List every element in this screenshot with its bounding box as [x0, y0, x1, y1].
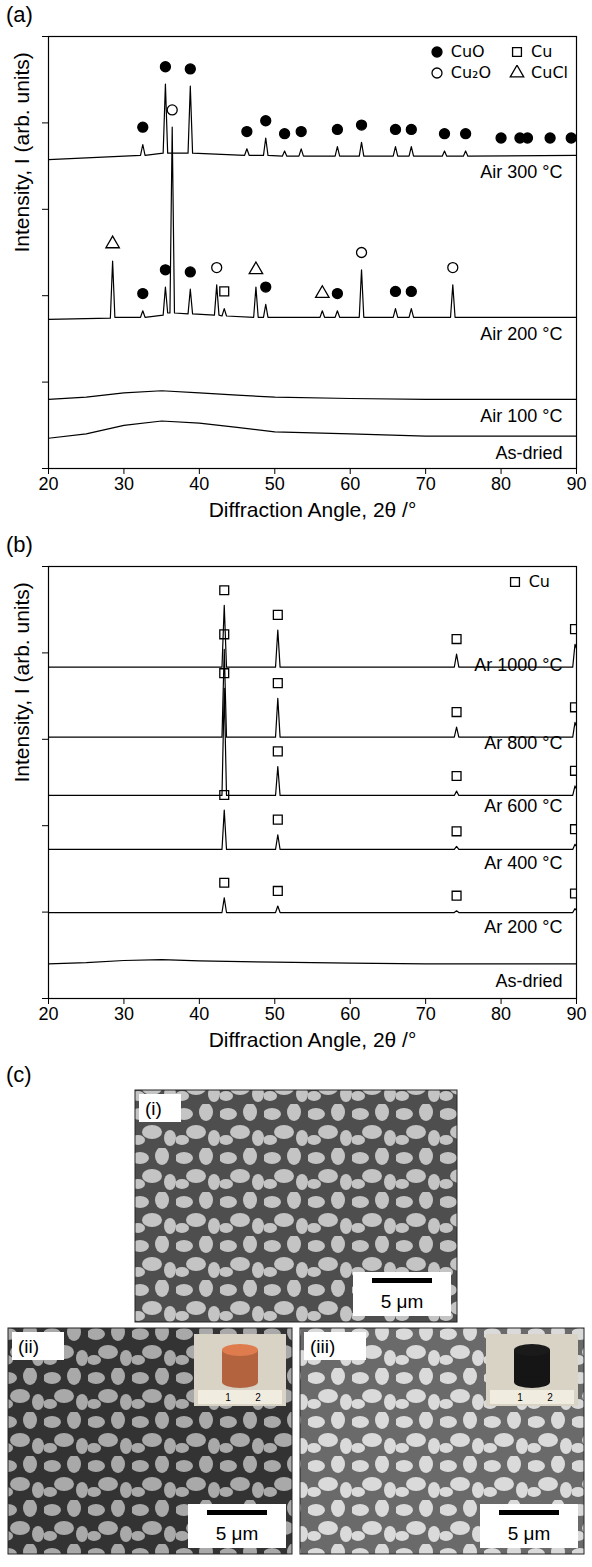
svg-text:Ar 800 °C: Ar 800 °C	[484, 733, 562, 753]
html-text:Cu: Cu	[531, 42, 553, 61]
html-text:(a): (a)	[6, 2, 33, 27]
svg-text:20: 20	[38, 1004, 58, 1024]
svg-text:5 μm: 5 μm	[381, 1291, 424, 1312]
svg-text:80: 80	[491, 1004, 511, 1024]
svg-text:Air 100 °C: Air 100 °C	[480, 406, 562, 426]
svg-text:1: 1	[225, 1392, 231, 1403]
svg-text:60: 60	[340, 474, 360, 494]
svg-text:Ar 600 °C: Ar 600 °C	[484, 796, 562, 816]
svg-text:70: 70	[416, 1004, 436, 1024]
html-text:(c): (c)	[6, 1062, 32, 1087]
svg-text:70: 70	[416, 474, 436, 494]
svg-text:40: 40	[189, 474, 209, 494]
svg-text:40: 40	[189, 1004, 209, 1024]
svg-text:5 μm: 5 μm	[508, 1523, 551, 1544]
svg-text:(i): (i)	[145, 1098, 162, 1119]
svg-text:1: 1	[517, 1392, 523, 1403]
svg-text:60: 60	[340, 1004, 360, 1024]
svg-text:As-dried: As-dried	[495, 971, 562, 991]
svg-text:90: 90	[566, 474, 586, 494]
svg-text:90: 90	[566, 1004, 586, 1024]
html-text:(b): (b)	[6, 532, 33, 557]
svg-text:Ar 1000 °C: Ar 1000 °C	[474, 655, 562, 675]
svg-text:(ii): (ii)	[18, 1336, 39, 1357]
svg-text:2: 2	[547, 1392, 553, 1403]
svg-text:50: 50	[265, 474, 285, 494]
svg-text:30: 30	[114, 474, 134, 494]
svg-text:Diffraction Angle, 2θ /°: Diffraction Angle, 2θ /°	[209, 1028, 417, 1051]
svg-text:2: 2	[255, 1392, 261, 1403]
svg-text:50: 50	[265, 1004, 285, 1024]
svg-text:Intensity, I (arb. units): Intensity, I (arb. units)	[10, 582, 33, 782]
svg-text:As-dried: As-dried	[495, 443, 562, 463]
svg-text:5 μm: 5 μm	[216, 1523, 259, 1544]
svg-text:Air 200 °C: Air 200 °C	[480, 324, 562, 344]
svg-text:Air 300 °C: Air 300 °C	[480, 162, 562, 182]
svg-text:Ar 200 °C: Ar 200 °C	[484, 917, 562, 937]
html-text:CuO: CuO	[450, 42, 485, 61]
svg-text:80: 80	[491, 474, 511, 494]
svg-text:30: 30	[114, 1004, 134, 1024]
svg-text:Intensity, I (arb. units): Intensity, I (arb. units)	[10, 52, 33, 252]
html-text:CuCl: CuCl	[531, 63, 568, 82]
html-text:Cu: Cu	[528, 572, 550, 591]
svg-text:Ar 400 °C: Ar 400 °C	[484, 853, 562, 873]
html-text:Cu₂O: Cu₂O	[450, 63, 492, 82]
svg-text:20: 20	[38, 474, 58, 494]
svg-text:Diffraction Angle, 2θ /°: Diffraction Angle, 2θ /°	[209, 498, 417, 521]
svg-text:(iii): (iii)	[310, 1336, 335, 1357]
